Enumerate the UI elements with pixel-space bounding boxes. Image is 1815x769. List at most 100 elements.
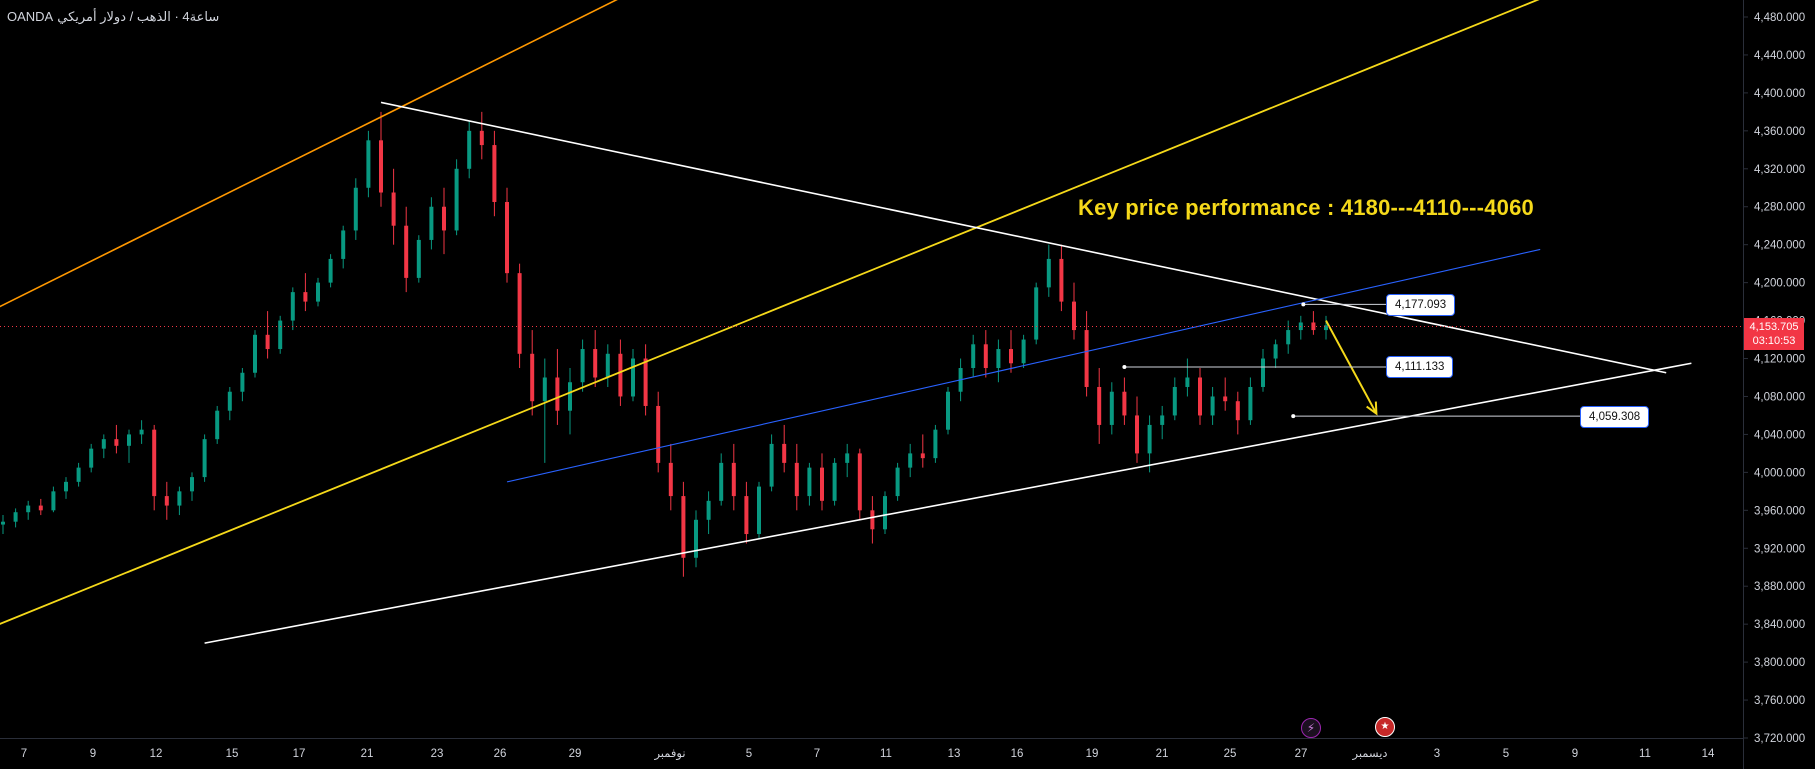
candle-body bbox=[278, 320, 283, 350]
candle bbox=[391, 168, 396, 245]
candle-body bbox=[353, 187, 358, 231]
blue-mid-line[interactable] bbox=[506, 248, 1541, 483]
candle bbox=[782, 424, 787, 473]
lightning-icon[interactable]: ⚡ bbox=[1301, 718, 1321, 738]
candle bbox=[605, 344, 610, 387]
candle bbox=[164, 481, 169, 520]
candle-body bbox=[114, 439, 119, 446]
candle bbox=[1046, 244, 1051, 297]
candle-body bbox=[127, 434, 131, 446]
candle-body bbox=[744, 496, 749, 535]
price-tick-label: 4,000.000 bbox=[1754, 467, 1805, 479]
candle-body bbox=[316, 282, 320, 302]
yellow-channel-line[interactable] bbox=[0, 0, 1565, 643]
candle bbox=[681, 481, 686, 577]
price-tick-label: 3,960.000 bbox=[1754, 505, 1805, 517]
key-price-annotation: Key price performance : 4180---4110---40… bbox=[1078, 195, 1534, 220]
candle bbox=[1034, 282, 1039, 345]
time-tick-label: 5 bbox=[1503, 748, 1509, 760]
candle-body bbox=[820, 467, 824, 501]
candle bbox=[454, 159, 459, 236]
price-tick-label: 4,400.000 bbox=[1754, 88, 1805, 100]
time-tick-label: 21 bbox=[1156, 748, 1169, 760]
candle-body bbox=[1135, 415, 1139, 454]
time-tick-label: 9 bbox=[90, 748, 96, 760]
candle-body bbox=[1311, 322, 1316, 331]
candle bbox=[1072, 282, 1076, 340]
candle-body bbox=[845, 453, 850, 463]
candle-body bbox=[631, 358, 635, 397]
price-label-middle[interactable]: 4,111.133 bbox=[1386, 356, 1454, 378]
candle bbox=[404, 206, 409, 293]
candle-body bbox=[1235, 401, 1240, 421]
price-tick-label: 3,880.000 bbox=[1754, 581, 1805, 593]
candle bbox=[542, 358, 547, 463]
candle bbox=[668, 443, 673, 511]
candle bbox=[76, 462, 81, 487]
candle bbox=[13, 508, 18, 528]
candle bbox=[883, 491, 887, 535]
price-label-lower[interactable]: 4,059.308 bbox=[1580, 406, 1650, 428]
candle bbox=[555, 349, 560, 425]
candle-body bbox=[618, 353, 623, 397]
candle-body bbox=[1097, 386, 1102, 425]
candle-body bbox=[366, 140, 371, 188]
candle-body bbox=[996, 349, 1001, 369]
candle-body bbox=[807, 467, 812, 497]
level-anchor bbox=[1122, 364, 1127, 369]
candle-body bbox=[1172, 386, 1177, 416]
candle bbox=[631, 349, 635, 402]
price-levels bbox=[0, 302, 1743, 419]
candle bbox=[769, 434, 774, 492]
candle-body bbox=[1109, 391, 1114, 425]
candle-body bbox=[1072, 301, 1076, 331]
candle bbox=[38, 498, 43, 516]
candle bbox=[265, 311, 270, 359]
candle-body bbox=[1261, 358, 1265, 387]
candle-body bbox=[908, 453, 913, 468]
candle bbox=[442, 187, 446, 255]
time-tick-label: 7 bbox=[21, 748, 27, 760]
candle-body bbox=[656, 405, 661, 463]
candle bbox=[757, 481, 761, 539]
candle-body bbox=[13, 512, 18, 522]
symbol-title: OANDA ساعة4 · الذهب / دولار أمريكي bbox=[7, 9, 223, 25]
candle bbox=[152, 424, 157, 511]
candle bbox=[1084, 311, 1089, 397]
candle-body bbox=[517, 273, 522, 354]
price-label-upper[interactable]: 4,177.093 bbox=[1386, 294, 1456, 316]
candle bbox=[227, 386, 232, 421]
orange-channel-line[interactable] bbox=[0, 0, 658, 330]
candle-body bbox=[76, 467, 81, 482]
candle-body bbox=[1160, 415, 1165, 425]
us-flag-icon[interactable]: ★ bbox=[1375, 717, 1395, 737]
candle-body bbox=[479, 130, 484, 146]
candle-body bbox=[492, 145, 497, 202]
time-tick-label: نوفمبر bbox=[653, 748, 685, 761]
lower-support-line[interactable] bbox=[204, 362, 1692, 644]
candle bbox=[492, 130, 497, 217]
candle bbox=[920, 434, 925, 468]
candle-body bbox=[341, 230, 346, 259]
candle bbox=[1223, 377, 1228, 411]
candle bbox=[379, 111, 383, 207]
candle bbox=[1311, 311, 1316, 335]
candle-body bbox=[593, 349, 598, 378]
upper-resistance-line[interactable] bbox=[380, 101, 1667, 374]
candle bbox=[240, 368, 245, 402]
candle-body bbox=[1, 521, 5, 525]
candle-body bbox=[794, 462, 799, 497]
candle bbox=[656, 391, 661, 473]
candle bbox=[1122, 377, 1127, 425]
candle-body bbox=[857, 453, 862, 511]
time-tick-label: 16 bbox=[1011, 748, 1024, 760]
candle bbox=[1235, 391, 1240, 435]
price-tick-label: 4,040.000 bbox=[1754, 429, 1805, 441]
candle-body bbox=[227, 391, 232, 411]
candle bbox=[1210, 386, 1215, 425]
candle-body bbox=[265, 334, 270, 350]
candle bbox=[908, 443, 913, 478]
candle bbox=[177, 486, 182, 516]
